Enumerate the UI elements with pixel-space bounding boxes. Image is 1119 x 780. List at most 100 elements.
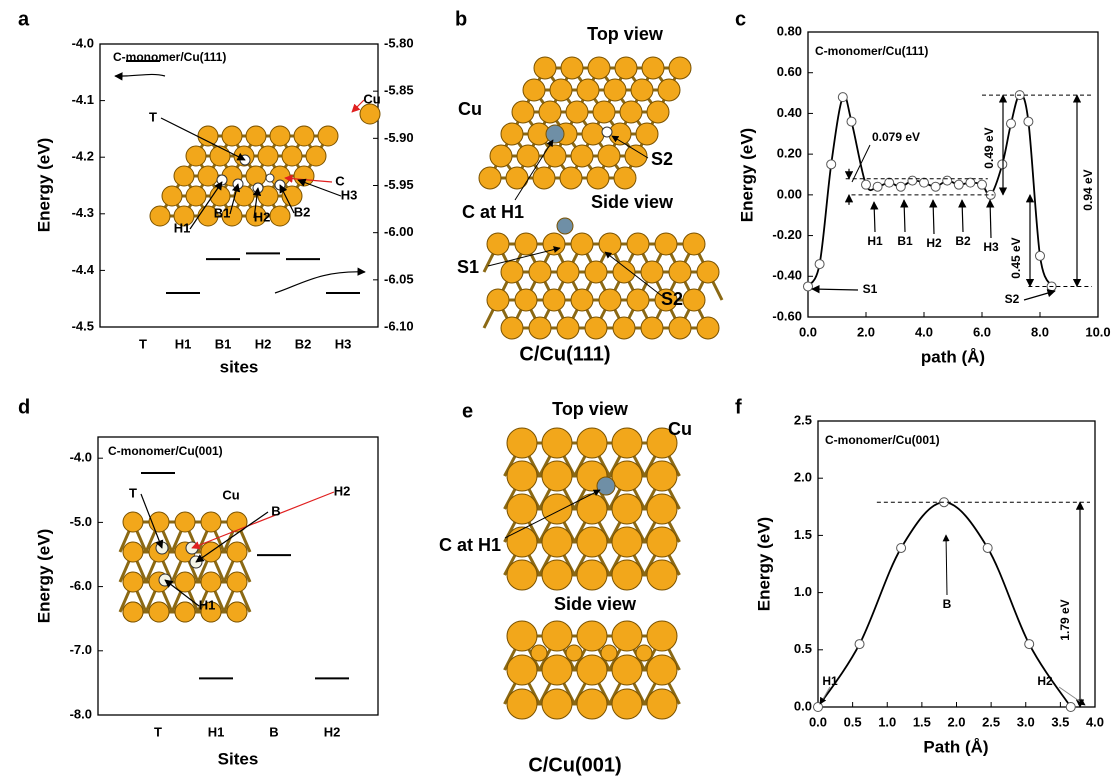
y-tick-label: 0.0 (794, 698, 812, 713)
arrow (990, 200, 991, 238)
atom (566, 645, 582, 661)
x-tick-label: 8.0 (1031, 324, 1049, 339)
x-tick-label: H1 (175, 336, 192, 351)
atom (198, 126, 218, 146)
plot-frame (808, 32, 1098, 317)
atom (542, 428, 572, 458)
x-tick-label: 6.0 (973, 324, 991, 339)
atom (615, 57, 637, 79)
x-tick-label: 1.5 (913, 714, 931, 729)
atom (669, 317, 691, 339)
chart-title: C-monomer/Cu(111) (113, 50, 226, 64)
y-tick-label: -4.4 (72, 262, 95, 277)
atom (507, 527, 537, 557)
y2-tick-label: -6.10 (384, 318, 414, 333)
atom (612, 621, 642, 651)
atom (566, 101, 588, 123)
x-tick-label: 10.0 (1085, 324, 1110, 339)
atom (515, 233, 537, 255)
atom (539, 101, 561, 123)
annotation: Cu (363, 91, 380, 106)
atom (557, 218, 573, 234)
atom (658, 79, 680, 101)
y2-tick-label: -6.05 (384, 271, 414, 286)
structure-label: C at H1 (439, 535, 501, 555)
atom (577, 79, 599, 101)
atom (542, 560, 572, 590)
atom (186, 186, 206, 206)
point (1007, 119, 1016, 128)
y2-tick-label: -5.80 (384, 35, 414, 50)
atom (512, 101, 534, 123)
page: {"chart_data":[ {"panel":"a","type":"lev… (0, 0, 1119, 780)
y-tick-label: -4.0 (70, 450, 92, 465)
atom (585, 261, 607, 283)
atom (557, 261, 579, 283)
structure-caption: C/Cu(001) (528, 754, 621, 776)
atom (697, 261, 719, 283)
structure-label: Side view (554, 594, 637, 614)
atom (577, 560, 607, 590)
x-tick-label: H1 (208, 724, 225, 739)
atom (542, 621, 572, 651)
y2-tick-label: -5.95 (384, 177, 414, 192)
atom (270, 206, 290, 226)
site (602, 127, 612, 137)
x-tick-label: 4.0 (1086, 714, 1104, 729)
point (920, 178, 929, 187)
x-tick-label: 2.0 (857, 324, 875, 339)
atom (647, 461, 677, 491)
x-tick-label: T (154, 724, 162, 739)
atom (557, 317, 579, 339)
atom (612, 560, 642, 590)
atom (627, 233, 649, 255)
point-label: H1 (822, 674, 838, 688)
x-tick-label: T (139, 336, 147, 351)
atom (501, 317, 523, 339)
structure-caption: C/Cu(111) (519, 343, 610, 365)
point-label: H2 (1037, 674, 1053, 688)
y-tick-label: -0.20 (772, 227, 802, 242)
atom (683, 289, 705, 311)
atom (625, 145, 647, 167)
atom (529, 261, 551, 283)
atom (612, 655, 642, 685)
atom (612, 527, 642, 557)
y-tick-label: -4.1 (72, 92, 94, 107)
x-tick-label: B1 (215, 336, 232, 351)
atom (601, 645, 617, 661)
atom (631, 79, 653, 101)
atom (175, 602, 195, 622)
atom (227, 572, 247, 592)
x-tick-label: 0.0 (799, 324, 817, 339)
structure-label: C at H1 (462, 202, 524, 222)
atom (647, 494, 677, 524)
y-tick-label: 0.80 (777, 23, 802, 38)
y-tick-label: -0.60 (772, 308, 802, 323)
annotation: H2 (254, 209, 271, 224)
atom (201, 512, 221, 532)
atom (561, 57, 583, 79)
point (1036, 251, 1045, 260)
atom (612, 689, 642, 719)
chart-title: C-monomer/Cu(111) (815, 44, 928, 58)
atom (588, 57, 610, 79)
atom (490, 145, 512, 167)
atom (174, 166, 194, 186)
x-axis-label: sites (220, 357, 259, 376)
atom (487, 289, 509, 311)
atom (571, 289, 593, 311)
y-tick-label: 0.5 (794, 641, 812, 656)
atom (542, 461, 572, 491)
atom (627, 289, 649, 311)
atom (599, 289, 621, 311)
annotation: 0.94 eV (1081, 169, 1095, 210)
atom (507, 461, 537, 491)
atom (506, 167, 528, 189)
annotation: Cu (222, 487, 239, 502)
atom (597, 477, 615, 495)
atom (647, 560, 677, 590)
point-label: S2 (1005, 292, 1020, 306)
atom (360, 104, 380, 124)
x-tick-label: H2 (324, 724, 341, 739)
